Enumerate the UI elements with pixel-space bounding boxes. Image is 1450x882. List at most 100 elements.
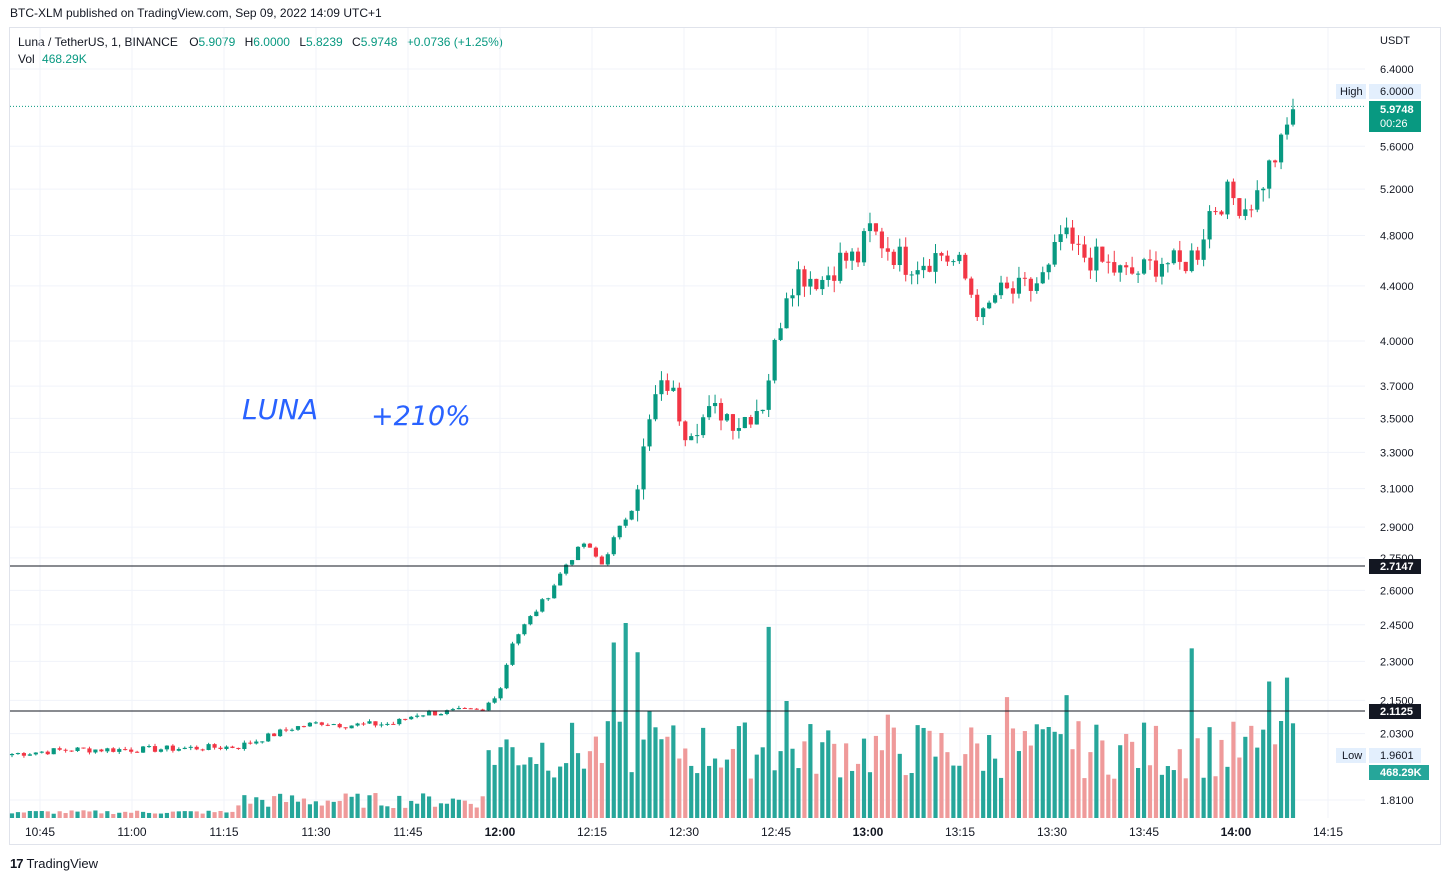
- candle-up: [385, 723, 390, 725]
- candle-up: [1278, 134, 1284, 163]
- volume-bar: [718, 767, 724, 818]
- candle-up: [176, 748, 181, 751]
- low-value-badge: [1369, 748, 1421, 763]
- candle-up: [915, 270, 920, 275]
- candle-down: [21, 753, 27, 756]
- volume-bar: [712, 758, 718, 818]
- time-label: 12:30: [669, 825, 699, 839]
- volume-bar: [462, 800, 467, 818]
- candle-down: [230, 746, 235, 748]
- countdown: 00:26: [1380, 118, 1408, 130]
- time-label: 11:45: [393, 825, 422, 839]
- volume-bar: [528, 757, 533, 818]
- candle-up: [772, 339, 777, 381]
- volume-bar: [129, 812, 134, 818]
- volume-bar: [468, 803, 473, 818]
- candle-up: [105, 748, 110, 752]
- candle-up: [289, 729, 295, 731]
- candle-up: [355, 723, 360, 726]
- volume-bar: [516, 765, 521, 818]
- volume-bar: [760, 747, 765, 818]
- annotation-gain[interactable]: +210%: [371, 401, 471, 432]
- volume-bar: [254, 797, 259, 818]
- candle-down: [474, 708, 479, 710]
- candle-up: [15, 753, 21, 755]
- annotation-luna[interactable]: LUNA: [242, 393, 318, 426]
- candle-down: [885, 248, 890, 252]
- candle-up: [957, 254, 962, 262]
- published-line: BTC-XLM published on TradingView.com, Se…: [10, 6, 382, 20]
- candle-up: [456, 707, 461, 710]
- candle-down: [57, 748, 62, 750]
- candle-down: [373, 721, 378, 726]
- candle-up: [1094, 246, 1099, 271]
- volume-bar: [820, 742, 825, 818]
- volume-bar: [1225, 766, 1230, 818]
- volume-bar: [575, 753, 581, 818]
- volume-bar: [450, 798, 455, 818]
- candle-down: [730, 414, 736, 431]
- price-axis[interactable]: USDT 6.4000 5.6000 5.2000 4.8000 4.4000 4.000…: [1380, 35, 1414, 807]
- volume-bar: [1136, 767, 1141, 818]
- candle-down: [111, 748, 116, 752]
- last-price: 5.9748: [1380, 104, 1414, 116]
- axis-label: 3.1000: [1380, 484, 1414, 496]
- level-lower-badge: [1369, 704, 1421, 719]
- candle-up: [510, 643, 515, 665]
- candle-down: [236, 747, 241, 749]
- volume-bar: [391, 808, 396, 818]
- high-value-badge: [1369, 84, 1421, 99]
- high-value: 6.0000: [253, 35, 290, 49]
- volume-bar: [480, 796, 485, 818]
- candle-down: [135, 751, 140, 753]
- volume-bar: [611, 642, 616, 818]
- high-label-badge: [1336, 84, 1366, 99]
- time-label: 11:30: [301, 825, 330, 839]
- volume-bar: [1243, 736, 1248, 818]
- axis-label: 1.8100: [1380, 795, 1414, 807]
- candle-up: [313, 722, 318, 724]
- candle-up: [701, 417, 706, 436]
- candle-up: [93, 749, 98, 753]
- volume-bar: [552, 777, 557, 818]
- chart-frame[interactable]: [9, 27, 1441, 845]
- candle-up: [528, 616, 533, 625]
- time-label: 14:00: [1221, 825, 1252, 839]
- candle-down: [1070, 227, 1075, 244]
- candle-down: [963, 254, 968, 279]
- candle-down: [891, 251, 896, 266]
- candle-up: [1136, 273, 1141, 275]
- time-axis[interactable]: 10:45 11:00 11:15 11:30 11:45 12:00 12:15 12:30…: [25, 825, 1343, 839]
- candle-down: [683, 421, 688, 441]
- candle-up: [1290, 109, 1296, 125]
- candle-down: [1130, 267, 1135, 274]
- axis-label: 3.5000: [1380, 413, 1414, 425]
- volume-bar: [1255, 747, 1260, 818]
- volume-bar: [325, 800, 330, 818]
- volume-bar: [748, 778, 753, 818]
- volume-bar: [1088, 752, 1093, 818]
- candle-down: [480, 709, 485, 711]
- candle-up: [617, 525, 622, 538]
- candle-up: [897, 246, 902, 266]
- open-value: 5.9079: [198, 35, 236, 49]
- candle-up: [540, 599, 545, 612]
- volume-bar: [903, 775, 908, 818]
- candle-up: [1201, 239, 1206, 260]
- candle-up: [33, 752, 38, 755]
- volume-bar: [188, 811, 193, 818]
- candle-up: [629, 510, 634, 520]
- candle-down: [1100, 246, 1105, 262]
- candle-up: [981, 308, 986, 318]
- volume-key[interactable]: Vol: [18, 52, 35, 66]
- candle-up: [564, 564, 569, 574]
- volume-bar: [838, 777, 843, 818]
- volume-bar: [987, 735, 992, 818]
- candle-up: [182, 747, 187, 749]
- volume-bar: [581, 768, 587, 818]
- tradingview-logo-icon: 17: [10, 856, 24, 871]
- tradingview-footer[interactable]: 17 TradingView: [10, 856, 98, 871]
- volume-bar: [319, 805, 324, 818]
- symbol-label[interactable]: Luna / TetherUS, 1, BINANCE: [18, 35, 178, 49]
